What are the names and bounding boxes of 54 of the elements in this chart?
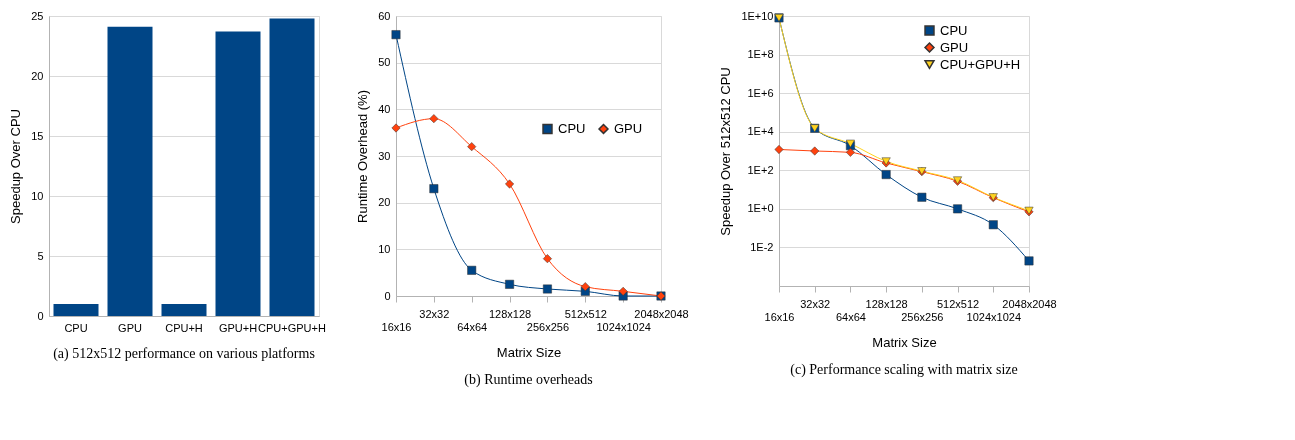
- text: (a) 512x512 performance on various platforms: [53, 346, 315, 362]
- y-tick-label: 1E+0: [747, 202, 774, 215]
- x-tick-label: 2048x2048: [634, 307, 689, 320]
- y-tick-label: 10: [31, 189, 44, 202]
- y-tick-label: 40: [378, 102, 391, 115]
- x-tick-label: 512x512: [564, 307, 607, 320]
- y-axis-title: Speedup Over CPU: [8, 109, 24, 224]
- y-tick-label: 60: [378, 9, 391, 22]
- legend-label: CPU: [558, 120, 586, 136]
- y-tick-label: 1E-2: [750, 240, 774, 253]
- x-tick-label: 256x256: [526, 320, 570, 333]
- y-tick-label: 1E+6: [747, 86, 774, 99]
- x-tick-label: 256x256: [901, 310, 944, 323]
- legend-label: CPU+GPU+H: [940, 56, 1021, 72]
- x-tick-label: 1024x1024: [966, 310, 1022, 323]
- y-tick-label: 1E+10: [741, 9, 774, 22]
- y-tick-label: 1E+4: [747, 125, 774, 138]
- x-tick-label: CPU+GPU+H: [258, 321, 326, 334]
- x-tick-label: 128x128: [865, 297, 908, 310]
- x-tick-label: CPU+H: [165, 321, 203, 334]
- x-axis-title: Matrix Size: [496, 344, 562, 360]
- x-tick-label: 64x64: [457, 320, 488, 333]
- y-tick-label: 20: [378, 196, 391, 209]
- y-tick-label: 0: [384, 289, 391, 302]
- y-tick-label: 20: [31, 69, 44, 82]
- legend-label: CPU: [940, 22, 968, 38]
- y-axis-title: Speedup Over 512x512 CPU: [718, 67, 734, 236]
- legend-label: GPU: [940, 39, 969, 55]
- y-tick-label: 30: [378, 149, 391, 162]
- x-axis-title: Matrix Size: [872, 334, 937, 350]
- x-tick-label: 16x16: [381, 320, 412, 333]
- x-tick-label: 32x32: [419, 307, 450, 320]
- x-tick-label: 32x32: [800, 297, 831, 310]
- y-tick-label: 15: [31, 129, 44, 142]
- text: (c) Performance scaling with matrix size: [790, 362, 1018, 378]
- x-tick-label: 128x128: [488, 307, 532, 320]
- y-tick-label: 50: [378, 56, 391, 69]
- y-axis-title: Runtime Overhead (%): [355, 90, 371, 223]
- y-tick-label: 25: [31, 9, 44, 22]
- x-tick-label: 1024x1024: [596, 320, 651, 333]
- x-tick-label: GPU: [118, 321, 142, 334]
- text: (b) Runtime overheads: [464, 372, 593, 388]
- y-tick-label: 1E+2: [747, 163, 774, 176]
- x-tick-label: 2048x2048: [1002, 297, 1057, 310]
- y-tick-label: 1E+8: [747, 48, 774, 61]
- y-tick-label: 0: [37, 309, 44, 322]
- y-tick-label: 10: [378, 242, 391, 255]
- x-tick-label: 512x512: [936, 297, 980, 310]
- x-tick-label: GPU+H: [218, 321, 258, 334]
- y-tick-label: 5: [37, 249, 44, 262]
- x-tick-label: CPU: [64, 321, 88, 334]
- x-tick-label: 16x16: [764, 310, 795, 323]
- legend-label: GPU: [614, 120, 643, 136]
- x-tick-label: 64x64: [835, 310, 866, 323]
